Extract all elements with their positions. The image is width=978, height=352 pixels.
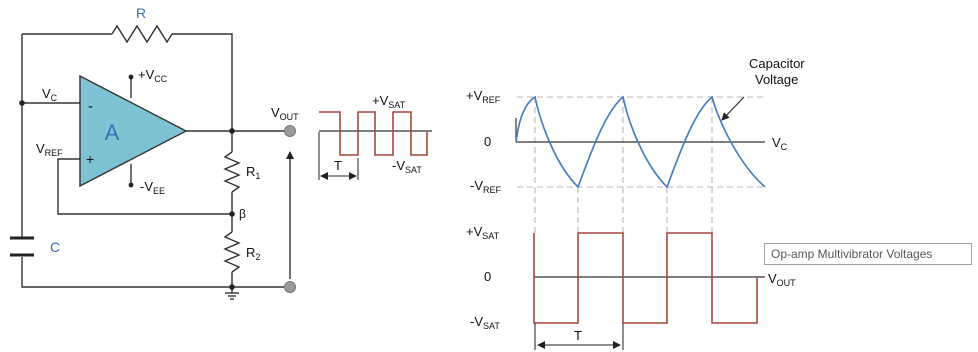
label-capacitor-annotation-2: Voltage <box>755 72 798 87</box>
label-r2: R2 <box>246 245 260 262</box>
resistor-r1 <box>223 151 241 193</box>
label-capacitor-annotation-1: Capacitor <box>749 56 805 71</box>
ground-symbol <box>225 292 239 300</box>
label-output-plus-vsat: +VSAT <box>466 224 500 241</box>
label-r1: R1 <box>246 164 260 181</box>
small-square-wave <box>319 111 428 156</box>
vout-terminal-top <box>284 125 296 137</box>
label-output-period: T <box>574 328 582 343</box>
label-vc-axis: VC <box>772 135 788 152</box>
capacitor-symbol <box>10 236 34 257</box>
circuit-wires <box>21 33 294 293</box>
label-plus-input: + <box>86 151 94 167</box>
opamp-triangle <box>79 74 188 188</box>
label-minus-input: - <box>88 98 93 115</box>
label-capacitor-zero: 0 <box>484 134 491 149</box>
label-vee: -VEE <box>140 179 165 196</box>
label-vc: VC <box>42 86 58 103</box>
label-minus-vref: -VREF <box>470 178 502 195</box>
junction-dots <box>19 74 235 290</box>
label-small-plus-vsat: +VSAT <box>372 93 406 110</box>
graph-dashed-guides <box>517 96 765 233</box>
label-output-zero: 0 <box>484 269 491 284</box>
label-small-period: T <box>334 158 342 173</box>
label-vref: VREF <box>36 141 63 158</box>
output-square-wave <box>533 232 758 324</box>
vout-terminal-bottom <box>284 281 296 293</box>
resistor-r <box>111 24 173 44</box>
label-beta: β <box>239 207 246 221</box>
label-vout: VOUT <box>271 105 299 122</box>
capacitor-voltage-wave <box>515 95 766 189</box>
label-vcc: +VCC <box>138 67 168 84</box>
label-output-minus-vsat: -VSAT <box>470 314 500 331</box>
image-tooltip: Op-amp Multivibrator Voltages <box>764 243 972 265</box>
label-opamp-a: A <box>105 120 120 145</box>
resistor-r2 <box>223 231 241 273</box>
label-resistor-r: R <box>136 5 146 21</box>
label-plus-vref: +VREF <box>466 88 501 105</box>
label-vout-axis: VOUT <box>768 271 796 288</box>
label-small-minus-vsat: -VSAT <box>392 158 422 175</box>
capacitor-annotation-arrow <box>721 96 745 121</box>
label-capacitor: C <box>50 239 60 255</box>
